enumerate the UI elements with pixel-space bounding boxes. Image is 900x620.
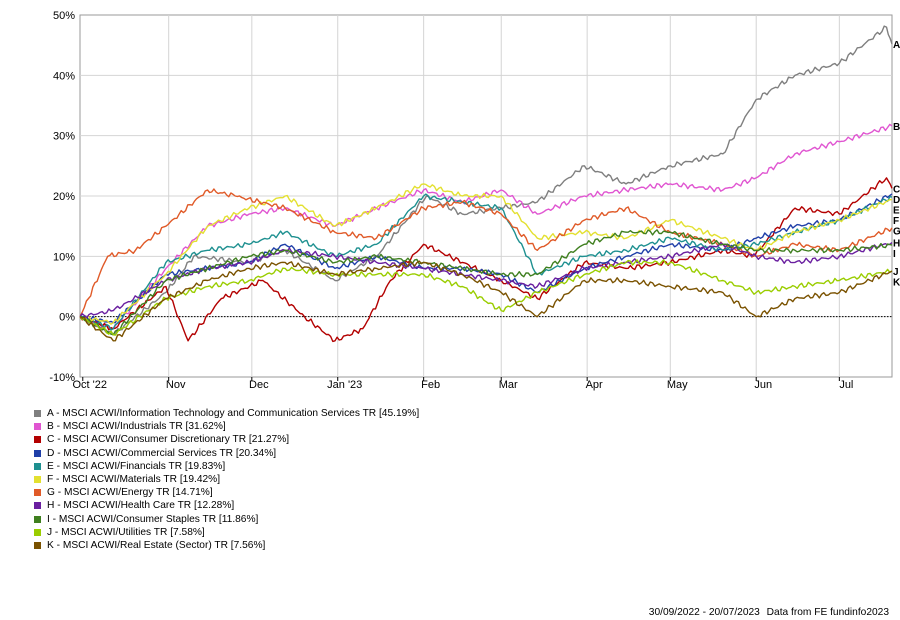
series-end-label: K — [893, 277, 900, 288]
legend-item: I - MSCI ACWI/Consumer Staples TR [11.86… — [34, 513, 419, 526]
series-line-j — [79, 259, 893, 336]
legend-swatch — [34, 436, 41, 444]
legend-swatch — [34, 528, 41, 536]
legend-item: G - MSCI ACWI/Energy TR [14.71%] — [34, 486, 419, 499]
series-end-label: B — [893, 122, 900, 133]
y-tick-label: 20% — [53, 191, 75, 203]
legend-item: H - MSCI ACWI/Health Care TR [12.28%] — [34, 499, 419, 512]
legend-label: K - MSCI ACWI/Real Estate (Sector) TR [7… — [47, 539, 266, 551]
legend-swatch — [34, 489, 41, 497]
x-tick-label: Dec — [249, 379, 269, 391]
series-end-label: I — [893, 249, 896, 260]
series-line-f — [79, 183, 893, 325]
legend-label: C - MSCI ACWI/Consumer Discretionary TR … — [47, 434, 290, 446]
series-end-label: F — [893, 216, 899, 227]
x-tick-label: Mar — [499, 379, 518, 391]
legend-label: E - MSCI ACWI/Financials TR [19.83%] — [47, 460, 226, 472]
series-lines — [79, 25, 893, 343]
footer-date-range: 30/09/2022 - 20/07/2023 — [648, 607, 760, 618]
x-tick-label: Jul — [839, 379, 853, 391]
legend-swatch — [34, 515, 41, 523]
footer-source: Data from FE fundinfo2023 — [766, 607, 889, 618]
legend-swatch — [34, 502, 41, 510]
legend-swatch — [34, 541, 41, 549]
legend: A - MSCI ACWI/Information Technology and… — [34, 407, 419, 552]
footer: 30/09/2022 - 20/07/2023 Data from FE fun… — [645, 607, 889, 618]
legend-label: B - MSCI ACWI/Industrials TR [31.62%] — [47, 421, 226, 433]
legend-label: H - MSCI ACWI/Health Care TR [12.28%] — [47, 500, 235, 512]
series-end-label: G — [893, 226, 900, 237]
series-end-label: E — [893, 205, 900, 216]
series-line-b — [79, 123, 893, 330]
legend-item: K - MSCI ACWI/Real Estate (Sector) TR [7… — [34, 539, 419, 552]
y-tick-label: 0% — [59, 312, 75, 324]
x-tick-label: Jan '23 — [327, 379, 362, 391]
y-tick-label: 10% — [53, 251, 75, 263]
legend-swatch — [34, 449, 41, 457]
y-axis: 50% 40% 30% 20% 10% 0% -10% — [49, 10, 75, 384]
legend-item: F - MSCI ACWI/Materials TR [19.42%] — [34, 473, 419, 486]
y-tick-label: 30% — [53, 131, 75, 143]
series-end-label: H — [893, 239, 900, 250]
series-line-e — [79, 193, 893, 331]
x-tick-label: Oct '22 — [73, 379, 108, 391]
x-tick-label: Jun — [754, 379, 772, 391]
legend-swatch — [34, 410, 41, 418]
legend-item: E - MSCI ACWI/Financials TR [19.83%] — [34, 460, 419, 473]
legend-swatch — [34, 462, 41, 470]
series-line-h — [79, 242, 893, 319]
x-tick-label: Apr — [586, 379, 603, 391]
legend-item: B - MSCI ACWI/Industrials TR [31.62%] — [34, 420, 419, 433]
series-line-a — [79, 25, 893, 336]
series-end-label: D — [893, 195, 900, 206]
legend-item: C - MSCI ACWI/Consumer Discretionary TR … — [34, 433, 419, 446]
series-line-k — [79, 260, 893, 342]
legend-label: F - MSCI ACWI/Materials TR [19.42%] — [47, 473, 221, 485]
series-line-i — [79, 229, 893, 336]
y-tick-label: 50% — [53, 10, 75, 22]
line-chart: 50% 40% 30% 20% 10% 0% -10% Oct '22 Nov Dec Jan '… — [49, 10, 900, 391]
legend-item: J - MSCI ACWI/Utilities TR [7.58%] — [34, 526, 419, 539]
legend-label: J - MSCI ACWI/Utilities TR [7.58%] — [47, 526, 205, 538]
legend-label: I - MSCI ACWI/Consumer Staples TR [11.86… — [47, 513, 259, 525]
series-end-label: J — [893, 267, 899, 278]
legend-label: G - MSCI ACWI/Energy TR [14.71%] — [47, 487, 213, 499]
series-end-label: A — [893, 40, 900, 51]
series-line-g — [79, 188, 893, 318]
x-axis: Oct '22 Nov Dec Jan '23 Feb Mar Apr May Jun Jul — [73, 377, 853, 391]
x-tick-label: May — [667, 379, 688, 391]
y-tick-label: 40% — [53, 70, 75, 82]
series-end-label: C — [893, 184, 900, 195]
legend-label: D - MSCI ACWI/Commercial Services TR [20… — [47, 447, 277, 459]
y-tick-label: -10% — [49, 372, 75, 384]
x-tick-label: Nov — [166, 379, 186, 391]
legend-item: A - MSCI ACWI/Information Technology and… — [34, 407, 419, 420]
legend-swatch — [34, 476, 41, 484]
legend-swatch — [34, 423, 41, 431]
legend-item: D - MSCI ACWI/Commercial Services TR [20… — [34, 447, 419, 460]
x-tick-label: Feb — [421, 379, 440, 391]
legend-label: A - MSCI ACWI/Information Technology and… — [47, 408, 420, 419]
